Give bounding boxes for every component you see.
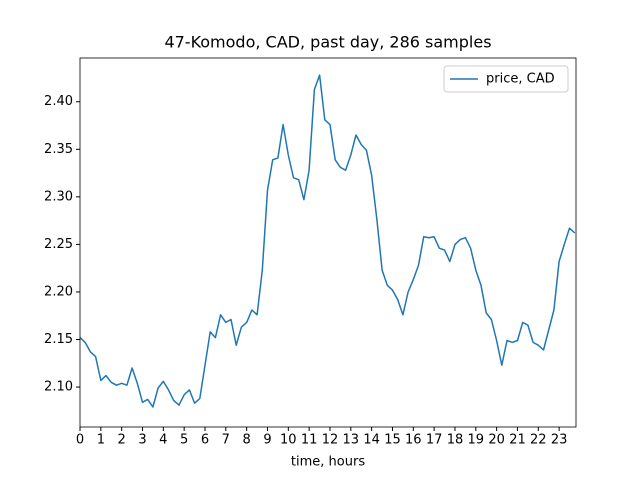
x-tick-label: 15 [384, 433, 401, 448]
x-tick-label: 9 [263, 433, 271, 448]
x-tick-label: 6 [201, 433, 209, 448]
x-tick-label: 16 [405, 433, 422, 448]
x-tick-label: 2 [118, 433, 126, 448]
x-tick-label: 13 [343, 433, 360, 448]
x-tick-label: 1 [97, 433, 105, 448]
legend-box [443, 65, 569, 93]
x-tick-label: 7 [222, 433, 230, 448]
x-tick-label: 18 [447, 433, 464, 448]
plot-frame [79, 57, 577, 428]
x-tick-label: 0 [76, 433, 84, 448]
y-tick-label: 2.15 [44, 332, 73, 347]
x-tick-label: 4 [159, 433, 167, 448]
x-tick-label: 19 [468, 433, 485, 448]
y-tick-label: 2.20 [44, 284, 73, 299]
x-axis-label: time, hours [291, 455, 365, 470]
x-tick-label: 12 [322, 433, 339, 448]
y-tick-label: 2.30 [44, 189, 73, 204]
x-tick-label: 3 [138, 433, 146, 448]
y-tick-label: 2.10 [44, 380, 73, 395]
x-tick-label: 14 [363, 433, 380, 448]
x-tick-label: 22 [530, 433, 547, 448]
x-tick-label: 21 [509, 433, 526, 448]
line [79, 74, 576, 408]
x-tick-label: 23 [551, 433, 568, 448]
y-tick-label: 2.40 [44, 94, 73, 109]
y-tick-label: 2.25 [44, 237, 73, 252]
x-tick-label: 17 [426, 433, 443, 448]
x-tick-label: 5 [180, 433, 188, 448]
y-tick-label: 2.35 [44, 142, 73, 157]
x-tick-label: 10 [280, 433, 297, 448]
chart-title: 47-Komodo, CAD, past day, 286 samples [164, 33, 491, 52]
x-tick-label: 11 [301, 433, 318, 448]
legend-label: price, CAD [486, 72, 555, 87]
x-tick-label: 20 [488, 433, 505, 448]
x-tick-label: 8 [243, 433, 251, 448]
